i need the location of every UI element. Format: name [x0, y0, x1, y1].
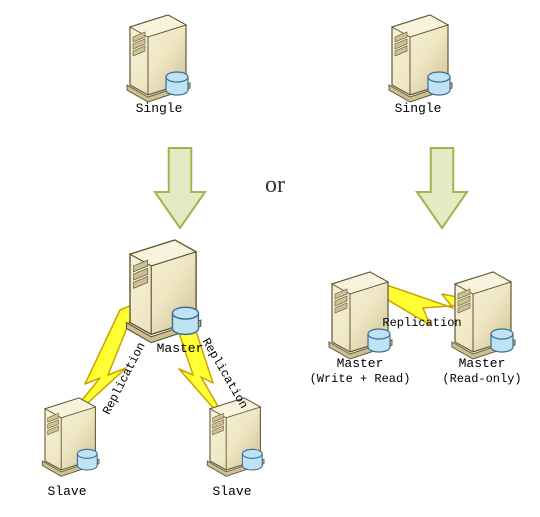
- server-slave-right: [207, 398, 264, 476]
- label-replication-mm: Replication: [382, 316, 461, 330]
- label-slave-right: Slave: [212, 484, 251, 499]
- label-master-wr: Master: [337, 356, 384, 371]
- label-slave-left: Slave: [47, 484, 86, 499]
- label-master-ro: Master: [459, 356, 506, 371]
- server-single-right: [389, 15, 452, 102]
- label-single-left: Single: [136, 101, 183, 116]
- label-single-right: Single: [395, 101, 442, 116]
- server-master: [126, 240, 200, 343]
- server-slave-left: [42, 398, 99, 476]
- arrow-left: [155, 148, 205, 228]
- label-or: or: [265, 172, 285, 198]
- label-master-wr-sub: (Write + Read): [310, 372, 411, 386]
- label-master: Master: [157, 341, 204, 356]
- server-single-left: [127, 15, 190, 102]
- label-master-ro-sub: (Read-only): [442, 372, 521, 386]
- arrow-right: [417, 148, 467, 228]
